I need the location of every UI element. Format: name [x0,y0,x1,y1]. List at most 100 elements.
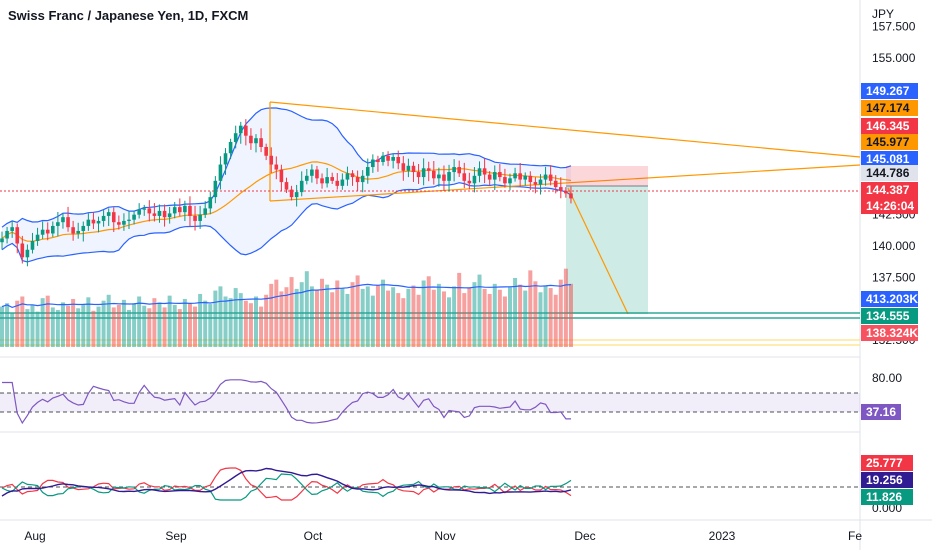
candle-body [411,165,416,173]
candle-body [284,182,289,190]
candle-body [25,249,30,258]
volume-bar [396,293,401,347]
candle-body [452,167,456,173]
volume-bar [472,282,477,347]
position-target-zone[interactable] [566,186,648,314]
candle-body [289,189,294,198]
price-tag-label: 134.555 [866,309,910,323]
volume-bar [177,309,182,347]
time-tick-label: 2023 [709,529,736,543]
dmi-value-label: 11.826 [866,490,902,504]
volume-bar [558,279,563,347]
candle-body [426,168,431,171]
volume-bar [91,310,96,347]
candle-body [66,217,70,228]
rsi-tag: 37.16 [861,404,901,420]
candle-body [203,208,207,215]
dmi-plus-line [1,467,572,501]
volume-bar [228,298,233,347]
candle-body [472,175,477,184]
volume-bar [30,304,35,347]
candle-body [320,178,324,184]
candle-body [122,220,126,225]
time-tick-label: Oct [304,529,323,543]
candle-body [183,205,187,213]
dmi-tag-bg [861,472,913,488]
price-tag-bg [861,165,918,181]
volume-bar [452,286,457,347]
volume-bar [254,296,258,347]
volume-bar [406,288,411,347]
volume-bar [50,307,55,347]
volume-bar [167,295,172,347]
volume-bar [355,275,360,347]
time-tick-label: Nov [434,529,455,543]
projection-line[interactable] [567,187,629,315]
candle-body [218,164,223,181]
candle-body [10,227,14,231]
time-tick-label: Dec [574,529,595,543]
candle-body [467,180,472,184]
candle-body [376,159,380,163]
volume-bar [213,290,218,347]
candle-body [330,177,334,181]
candle-body [381,155,385,163]
rsi-line [2,379,571,425]
price-tag-bg [861,182,918,198]
dmi-value-label: 19.256 [866,473,903,487]
price-tag-label: 149.267 [866,84,910,98]
volume-bar [497,289,502,347]
candle-body [244,125,248,136]
position-stop-zone[interactable] [566,166,648,186]
candle-body [193,215,197,221]
candle-body [447,172,451,181]
volume-bar [320,278,325,347]
candle-body [487,174,492,180]
candle-body [30,240,35,250]
candle-body [365,167,370,176]
volume-bar [218,286,223,347]
candle-body [315,169,319,179]
volume-bar [274,279,279,347]
volume-bar [45,295,50,347]
candle-body [274,164,279,170]
volume-bar [152,298,157,347]
countdown-label: 14:26:04 [866,199,914,213]
volume-bar [127,309,131,347]
bollinger-lower-line [1,182,572,263]
candle-body [350,173,355,178]
candle-body [35,234,40,241]
volume-bar [147,308,152,347]
volume-bar [482,288,487,347]
candle-body [269,155,274,165]
candle-body [127,219,131,221]
candle-body [228,141,233,154]
volume-bar [269,283,274,347]
candle-body [432,170,436,179]
volume-bar [447,297,452,347]
candle-body [162,210,167,218]
currency-label: JPY [872,7,894,21]
candle-body [76,230,80,234]
candle-body [503,177,507,184]
candle-body [421,168,426,178]
volume-bar [187,303,192,347]
candle-body [208,197,213,209]
dmi-adx-line [1,467,572,497]
candle-body [477,168,482,176]
volume-bar [289,277,294,347]
candle-body [279,169,284,183]
candle-body [401,163,406,171]
triangle-upper-trendline[interactable] [269,101,861,158]
candle-body [533,182,538,185]
candle-body [482,168,487,175]
triangle-lower-trendline[interactable] [269,164,861,202]
candle-body [442,174,446,181]
candle-body [355,177,360,183]
volume-bar [543,285,548,347]
candle-body [523,175,528,180]
candles [0,119,573,267]
price-tag-label: 146.345 [866,119,910,133]
time-axis[interactable]: Aug Sep Oct Nov Dec 2023 Fe [24,529,862,543]
